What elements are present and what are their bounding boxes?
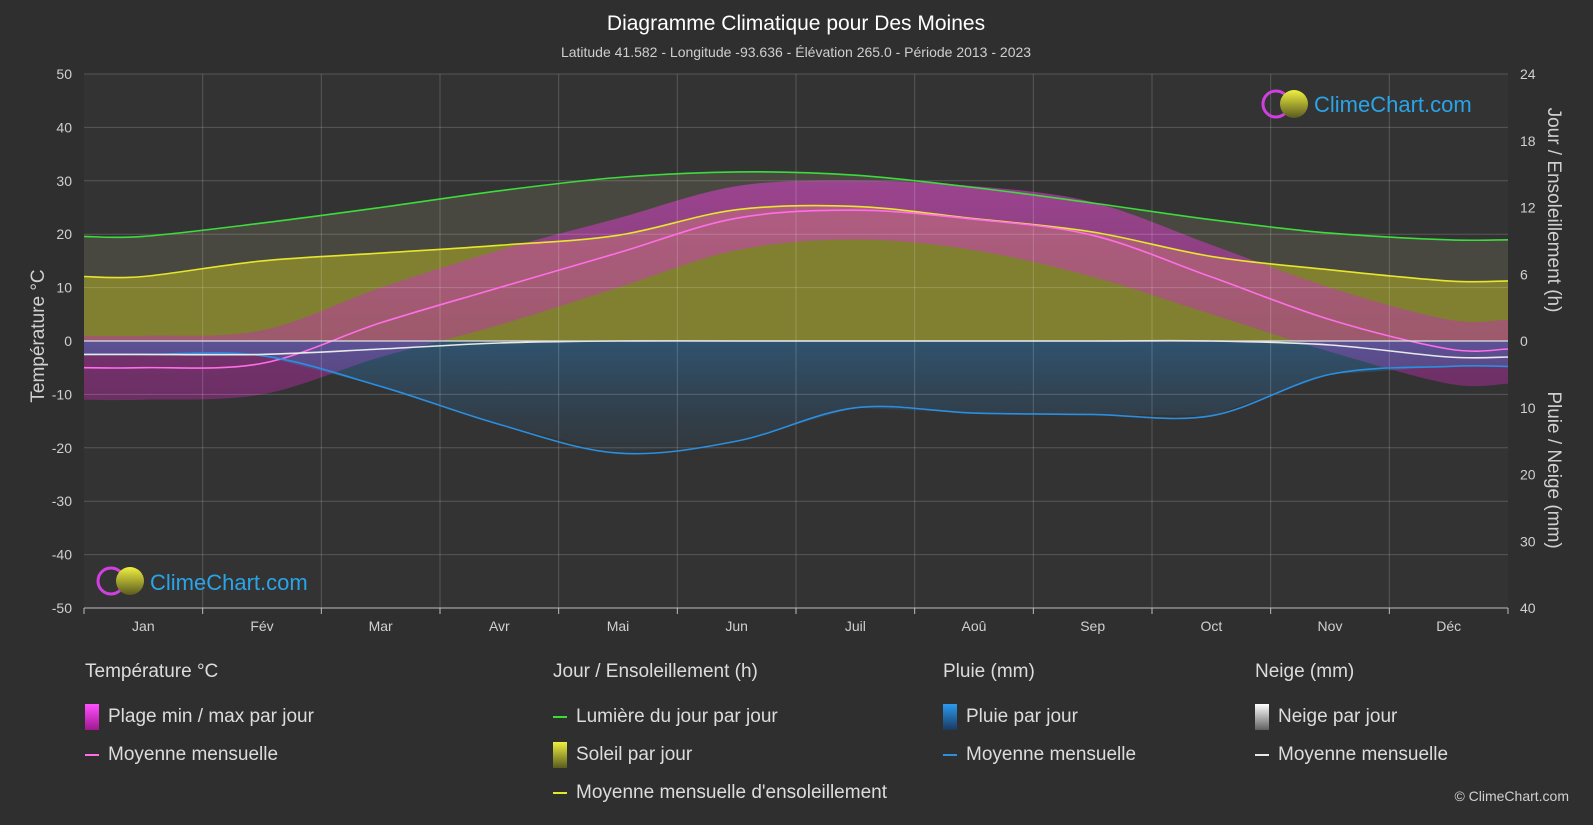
- y-tick-label-right-top: 6: [1520, 266, 1528, 282]
- brand-name: ClimeChart.com: [1314, 92, 1472, 117]
- chart-title: Diagramme Climatique pour Des Moines: [607, 12, 985, 35]
- y-axis-left-title: Température °C: [28, 269, 49, 402]
- legend-group-title: Pluie (mm): [943, 661, 1035, 682]
- x-tick-label: Nov: [1318, 618, 1343, 634]
- legend-swatch: [553, 716, 567, 718]
- x-tick-label: Jun: [725, 618, 748, 634]
- legend-item: Moyenne mensuelle d'ensoleillement: [553, 774, 887, 812]
- legend-label: Soleil par jour: [576, 744, 693, 765]
- legend-label: Moyenne mensuelle: [1278, 744, 1449, 765]
- y-tick-label-left: -20: [52, 440, 72, 456]
- brand-logo-bottom: ClimeChart.com: [96, 566, 308, 596]
- x-tick-label: Jan: [132, 618, 155, 634]
- x-tick-label: Oct: [1200, 618, 1222, 634]
- climate-chart: Diagramme Climatique pour Des Moines Lat…: [28, 12, 1564, 634]
- legend-item: Neige par jour: [1255, 698, 1448, 736]
- legend-item: Lumière du jour par jour: [553, 698, 887, 736]
- y-tick-label-left: 0: [64, 333, 72, 349]
- legend-group-title: Neige (mm): [1255, 661, 1355, 682]
- series-lines: [83, 171, 1509, 455]
- legend-label: Lumière du jour par jour: [576, 706, 778, 727]
- y-tick-label-right-top: 18: [1520, 133, 1536, 149]
- legend-swatch: [943, 754, 957, 756]
- y-tick-label-left: 50: [56, 66, 72, 82]
- brand-name: ClimeChart.com: [150, 570, 308, 595]
- sunshine-mean-line: [83, 204, 1509, 283]
- x-tick-label: Mar: [369, 618, 393, 634]
- legend-label: Moyenne mensuelle d'ensoleillement: [576, 782, 887, 803]
- y-tick-label-left: -10: [52, 386, 72, 402]
- axes: 50 40 30 20 10 0 -10 -20 -30 -40 -50 24 18 12 6 0 10 20 30…: [52, 66, 1536, 634]
- legend-group-daylight: Jour / Ensoleillement (h) Lumière du jou…: [553, 660, 887, 812]
- legend-swatch: [1255, 754, 1269, 756]
- x-tick-label: Sep: [1080, 618, 1105, 634]
- y-tick-label-left: 10: [56, 280, 72, 296]
- y-tick-label-right-bottom: 10: [1520, 400, 1536, 416]
- legend-swatch: [553, 742, 567, 768]
- legend-item: Soleil par jour: [553, 736, 887, 774]
- brand-logo-top: ClimeChart.com: [1261, 89, 1472, 119]
- y-tick-label-right-top: 0: [1520, 333, 1528, 349]
- temperature-range-fill: [84, 180, 1508, 401]
- legend-item: Plage min / max par jour: [85, 698, 314, 736]
- legend-item: Pluie par jour: [943, 698, 1136, 736]
- y-tick-label-right-bottom: 20: [1520, 467, 1536, 483]
- legend-label: Plage min / max par jour: [108, 706, 314, 727]
- legend-label: Moyenne mensuelle: [966, 744, 1137, 765]
- y-tick-label-left: -40: [52, 547, 72, 563]
- y-tick-label-left: -50: [52, 600, 72, 616]
- legend-group-title: Température °C: [85, 661, 219, 682]
- y-tick-label-left: 30: [56, 173, 72, 189]
- y-tick-label-right-top: 24: [1520, 66, 1536, 82]
- rain-area: [84, 341, 1508, 454]
- legend-label: Moyenne mensuelle: [108, 744, 279, 765]
- x-tick-label: Juil: [845, 618, 866, 634]
- x-tick-label: Mai: [607, 618, 630, 634]
- copyright: © ClimeChart.com: [1454, 788, 1569, 804]
- legend: Température °C Plage min / max par jour …: [0, 660, 1593, 810]
- x-tick-label: Aoû: [962, 618, 987, 634]
- legend-swatch: [85, 754, 99, 756]
- x-tick-label: Déc: [1436, 618, 1461, 634]
- rain-mean-line: [83, 352, 1509, 455]
- y-tick-label-left: 40: [56, 119, 72, 135]
- legend-swatch: [553, 792, 567, 794]
- x-tick-label: Avr: [489, 618, 510, 634]
- legend-label: Pluie par jour: [966, 706, 1078, 727]
- y-tick-label-left: 20: [56, 226, 72, 242]
- legend-item: Moyenne mensuelle: [943, 736, 1136, 774]
- legend-group-temperature: Température °C Plage min / max par jour …: [85, 660, 314, 774]
- legend-label: Neige par jour: [1278, 706, 1398, 727]
- brand-sun-icon: [116, 567, 144, 595]
- legend-group-rain: Pluie (mm) Pluie par jour Moyenne mensue…: [943, 660, 1136, 774]
- daylight-line: [83, 171, 1509, 242]
- legend-group-title: Jour / Ensoleillement (h): [553, 661, 758, 682]
- temperature-mean-line: [83, 209, 1509, 369]
- y-axis-right-top-title: Jour / Ensoleillement (h): [1543, 108, 1564, 313]
- legend-swatch: [85, 704, 99, 730]
- legend-item: Moyenne mensuelle: [85, 736, 314, 774]
- temperature-range-area: [84, 180, 1508, 401]
- brand-sun-icon: [1280, 90, 1308, 118]
- legend-swatch: [1255, 704, 1269, 730]
- y-tick-label-right-bottom: 40: [1520, 600, 1536, 616]
- x-tick-label: Fév: [250, 618, 273, 634]
- legend-item: Moyenne mensuelle: [1255, 736, 1448, 774]
- y-tick-label-left: -30: [52, 493, 72, 509]
- legend-swatch: [943, 704, 957, 730]
- y-tick-label-right-top: 12: [1520, 200, 1536, 216]
- legend-group-snow: Neige (mm) Neige par jour Moyenne mensue…: [1255, 660, 1448, 774]
- y-axis-right-bottom-title: Pluie / Neige (mm): [1543, 391, 1564, 548]
- chart-subtitle: Latitude 41.582 - Longitude -93.636 - Él…: [561, 44, 1031, 60]
- rain-fill: [84, 341, 1508, 454]
- y-tick-label-right-bottom: 30: [1520, 533, 1536, 549]
